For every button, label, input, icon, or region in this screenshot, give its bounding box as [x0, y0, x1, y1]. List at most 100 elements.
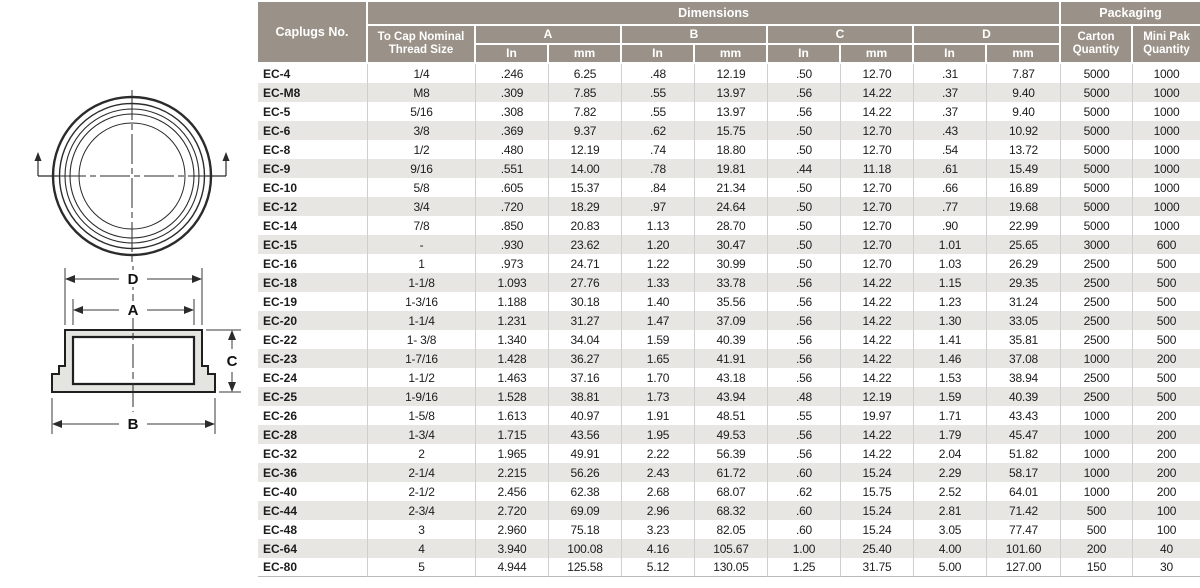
- cell-thread-size: 2: [368, 444, 476, 463]
- cell-d-in: 1.01: [914, 235, 987, 254]
- cell-mini-pak-qty: 1000: [1133, 102, 1200, 121]
- cell-a-mm: 20.83: [549, 216, 622, 235]
- cell-c-in: .50: [768, 178, 841, 197]
- cell-c-mm: 12.70: [841, 64, 914, 83]
- header-b-in: In: [622, 45, 695, 64]
- cell-d-mm: 77.47: [987, 520, 1062, 539]
- cell-caplugs-no: EC-25: [258, 387, 368, 406]
- cell-carton-qty: 5000: [1061, 178, 1134, 197]
- header-c-mm: mm: [841, 45, 914, 64]
- cap-technical-drawing: D A C B: [0, 0, 258, 583]
- cell-c-mm: 14.22: [841, 330, 914, 349]
- cell-a-mm: 24.71: [549, 254, 622, 273]
- cell-mini-pak-qty: 200: [1133, 425, 1200, 444]
- header-dim-b: B: [622, 26, 768, 45]
- cell-thread-size: -: [368, 235, 476, 254]
- cell-carton-qty: 5000: [1061, 140, 1134, 159]
- cell-a-in: .850: [476, 216, 549, 235]
- cell-a-in: .720: [476, 197, 549, 216]
- cell-b-mm: 82.05: [695, 520, 768, 539]
- cell-c-mm: 15.24: [841, 520, 914, 539]
- cell-caplugs-no: EC-18: [258, 273, 368, 292]
- cell-a-mm: 125.58: [549, 558, 622, 577]
- cell-c-mm: 12.70: [841, 178, 914, 197]
- cell-mini-pak-qty: 1000: [1133, 216, 1200, 235]
- cap-section-view: D A C B: [51, 266, 241, 434]
- cell-thread-size: 1: [368, 254, 476, 273]
- spec-table-body: EC-4 1/4.246 6.25.48 12.19.50 12.70.31 7.87 50…: [258, 64, 1200, 577]
- header-packaging: Packaging: [1061, 2, 1200, 26]
- cell-b-mm: 21.34: [695, 178, 768, 197]
- cell-d-in: 1.41: [914, 330, 987, 349]
- cell-a-mm: 34.04: [549, 330, 622, 349]
- dim-label-b: B: [128, 416, 139, 433]
- table-row: EC-8 1/2.480 12.19.74 18.80.50 12.70.54 13.72…: [258, 140, 1200, 159]
- header-a-in: In: [476, 45, 549, 64]
- cell-a-in: 1.428: [476, 349, 549, 368]
- cell-d-mm: 10.92: [987, 121, 1062, 140]
- cell-carton-qty: 5000: [1061, 216, 1134, 235]
- cell-thread-size: 9/16: [368, 159, 476, 178]
- cell-a-in: 1.093: [476, 273, 549, 292]
- cell-d-in: 2.29: [914, 463, 987, 482]
- cell-b-mm: 43.18: [695, 368, 768, 387]
- cell-b-in: 5.12: [622, 558, 695, 577]
- cell-thread-size: 3/4: [368, 197, 476, 216]
- cell-caplugs-no: EC-14: [258, 216, 368, 235]
- cell-d-mm: 33.05: [987, 311, 1062, 330]
- cell-d-in: 3.05: [914, 520, 987, 539]
- header-dim-a: A: [476, 26, 622, 45]
- cell-b-mm: 12.19: [695, 64, 768, 83]
- cell-a-in: .551: [476, 159, 549, 178]
- table-row: EC-44 2-3/4 2.720 69.09 2.96 68.32.60 15.24 2.8…: [258, 501, 1200, 520]
- cell-a-mm: 9.37: [549, 121, 622, 140]
- cell-a-in: 1.715: [476, 425, 549, 444]
- cell-thread-size: 1- 3/8: [368, 330, 476, 349]
- cell-a-in: .973: [476, 254, 549, 273]
- cell-caplugs-no: EC-8: [258, 140, 368, 159]
- cell-d-mm: 64.01: [987, 482, 1062, 501]
- cell-caplugs-no: EC-5: [258, 102, 368, 121]
- cell-a-in: 2.720: [476, 501, 549, 520]
- cell-a-in: 1.965: [476, 444, 549, 463]
- cell-d-mm: 35.81: [987, 330, 1062, 349]
- cell-c-mm: 11.18: [841, 159, 914, 178]
- cell-carton-qty: 5000: [1061, 197, 1134, 216]
- cell-thread-size: 1-1/4: [368, 311, 476, 330]
- spec-table-container: Caplugs No. Dimensions Packaging To Cap …: [258, 2, 1200, 577]
- cell-c-mm: 14.22: [841, 349, 914, 368]
- cell-a-mm: 27.76: [549, 273, 622, 292]
- cell-b-mm: 130.05: [695, 558, 768, 577]
- cell-a-mm: 69.09: [549, 501, 622, 520]
- cell-c-mm: 12.70: [841, 197, 914, 216]
- cell-thread-size: 3: [368, 520, 476, 539]
- cell-b-in: 1.73: [622, 387, 695, 406]
- cell-c-mm: 14.22: [841, 425, 914, 444]
- cell-d-in: .31: [914, 64, 987, 83]
- cell-b-mm: 49.53: [695, 425, 768, 444]
- cell-b-in: 1.33: [622, 273, 695, 292]
- cell-b-mm: 30.99: [695, 254, 768, 273]
- cell-b-in: 1.40: [622, 292, 695, 311]
- cell-d-in: 5.00: [914, 558, 987, 577]
- table-row: EC-25 1-9/16 1.528 38.81 1.73 43.94.48 12.19 1.…: [258, 387, 1200, 406]
- cell-caplugs-no: EC-32: [258, 444, 368, 463]
- cell-c-mm: 15.24: [841, 501, 914, 520]
- cell-caplugs-no: EC-64: [258, 539, 368, 558]
- cell-thread-size: 2-1/2: [368, 482, 476, 501]
- cell-b-in: 2.96: [622, 501, 695, 520]
- cell-b-in: 1.95: [622, 425, 695, 444]
- cell-mini-pak-qty: 1000: [1133, 121, 1200, 140]
- cell-a-mm: 18.29: [549, 197, 622, 216]
- cell-c-mm: 15.24: [841, 463, 914, 482]
- cell-d-mm: 58.17: [987, 463, 1062, 482]
- table-row: EC-20 1-1/4 1.231 31.27 1.47 37.09.56 14.22 1.3…: [258, 311, 1200, 330]
- cell-d-mm: 15.49: [987, 159, 1062, 178]
- cell-b-in: 2.43: [622, 463, 695, 482]
- cell-caplugs-no: EC-40: [258, 482, 368, 501]
- table-row: EC-80 5 4.944 125.58 5.12 130.05 1.25 31.75 5.00…: [258, 558, 1200, 577]
- cell-c-mm: 12.70: [841, 254, 914, 273]
- cell-mini-pak-qty: 1000: [1133, 83, 1200, 102]
- table-row: EC-28 1-3/4 1.715 43.56 1.95 49.53.56 14.22 1.7…: [258, 425, 1200, 444]
- table-row: EC-16 1.973 24.71 1.22 30.99.50 12.70 1.03 26.2…: [258, 254, 1200, 273]
